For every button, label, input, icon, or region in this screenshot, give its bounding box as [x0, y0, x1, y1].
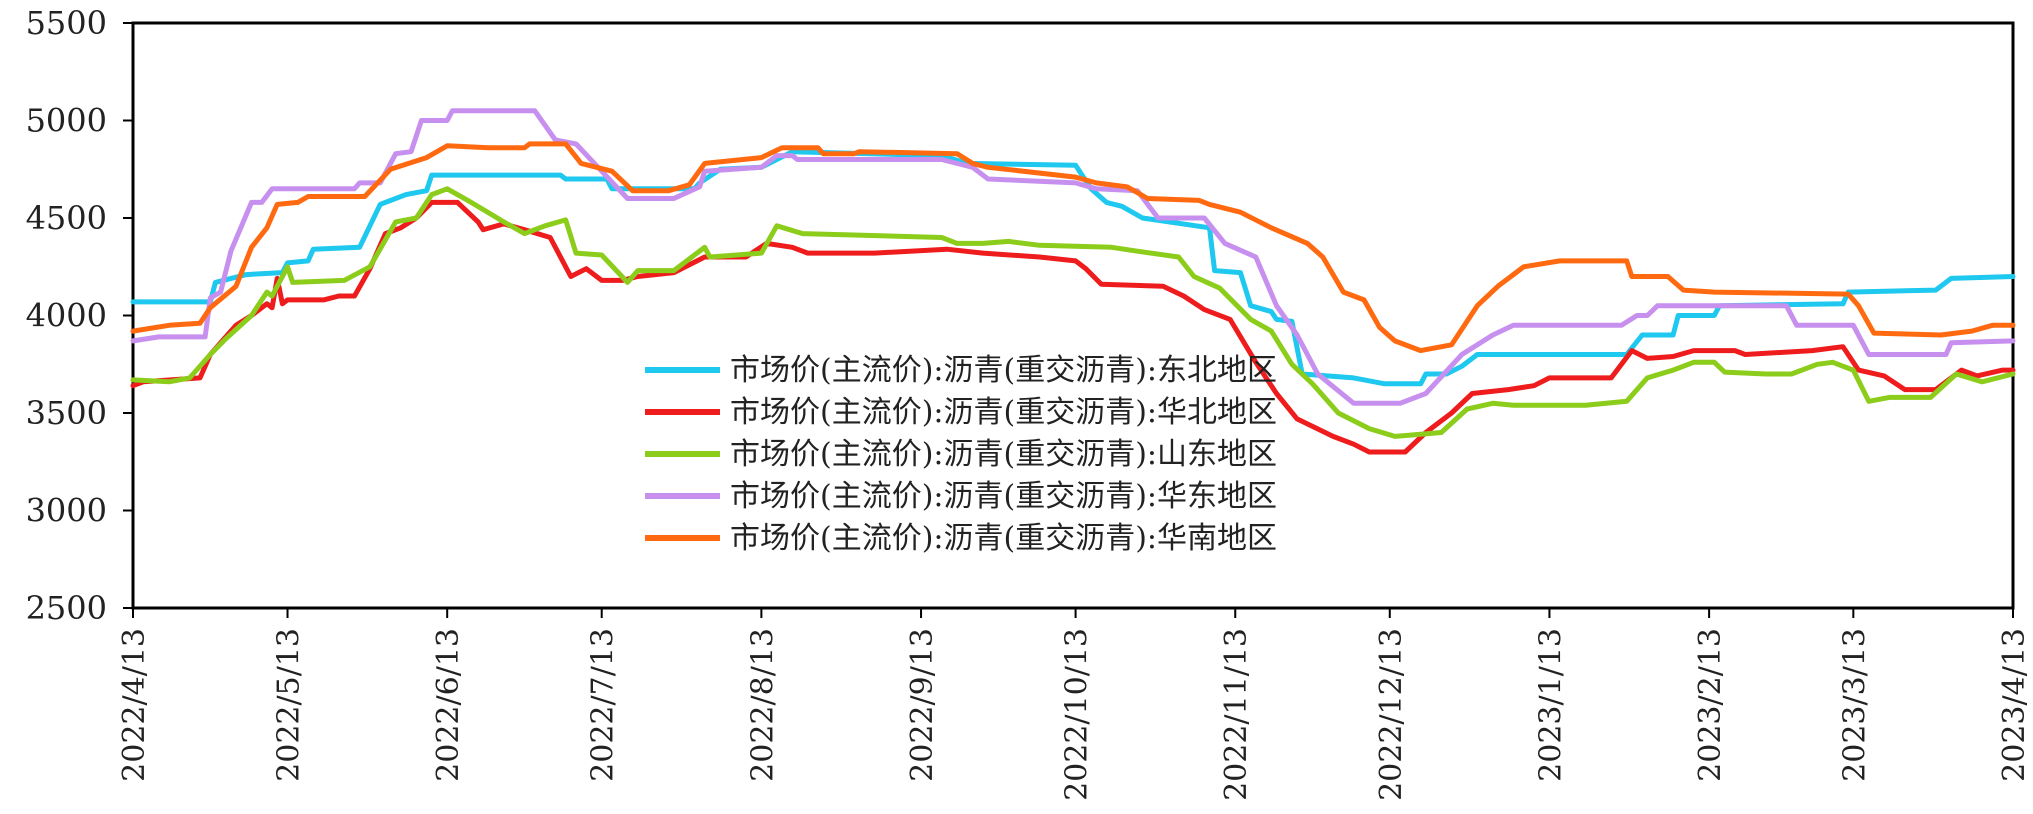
series-lines	[130, 108, 2016, 455]
x-tick-label: 2022/9/13	[905, 628, 940, 782]
x-tick-label: 2022/7/13	[586, 628, 621, 782]
y-tick-label: 5000	[26, 102, 107, 140]
y-tick-label: 3500	[26, 394, 107, 432]
series-line-3	[130, 186, 2016, 439]
series-line-4	[130, 108, 2016, 406]
x-tick-label: 2022/6/13	[431, 628, 466, 782]
x-tick-label: 2023/2/13	[1693, 628, 1728, 782]
legend: 市场价(主流价):沥青(重交沥青):东北地区市场价(主流价):沥青(重交沥青):…	[645, 353, 1277, 556]
y-tick-label: 2500	[26, 589, 107, 627]
legend-label-3: 市场价(主流价):沥青(重交沥青):山东地区	[730, 437, 1277, 472]
y-axis: 2500 3000 3500 4000 4500 5000 5500	[26, 4, 133, 627]
x-tick-label: 2022/8/13	[745, 628, 780, 782]
y-tick-label: 4000	[26, 297, 107, 335]
legend-label-4: 市场价(主流价):沥青(重交沥青):华东地区	[730, 479, 1277, 514]
x-tick-label: 2022/10/13	[1060, 628, 1095, 801]
legend-label-2: 市场价(主流价):沥青(重交沥青):华北地区	[730, 395, 1277, 430]
legend-label-5: 市场价(主流价):沥青(重交沥青):华南地区	[730, 521, 1277, 556]
x-tick-label: 2022/4/13	[117, 628, 152, 782]
series-line-1	[130, 149, 2016, 387]
x-tick-label: 2022/5/13	[272, 628, 307, 782]
legend-label-1: 市场价(主流价):沥青(重交沥青):东北地区	[730, 353, 1277, 388]
x-tick-label: 2023/1/13	[1533, 628, 1568, 782]
y-tick-label: 4500	[26, 199, 107, 237]
y-tick-label: 3000	[26, 492, 107, 530]
series-line-2	[130, 199, 2016, 455]
series-line-5	[130, 141, 2016, 354]
x-tick-label: 2022/12/13	[1374, 628, 1409, 801]
y-tick-label: 5500	[26, 4, 107, 42]
x-tick-label: 2023/3/13	[1837, 628, 1872, 782]
x-tick-label: 2023/4/13	[1997, 628, 2032, 782]
x-tick-label: 2022/11/13	[1219, 628, 1254, 801]
x-axis: 2022/4/13 2022/5/13 2022/6/13 2022/7/13 2022…	[117, 608, 2032, 801]
